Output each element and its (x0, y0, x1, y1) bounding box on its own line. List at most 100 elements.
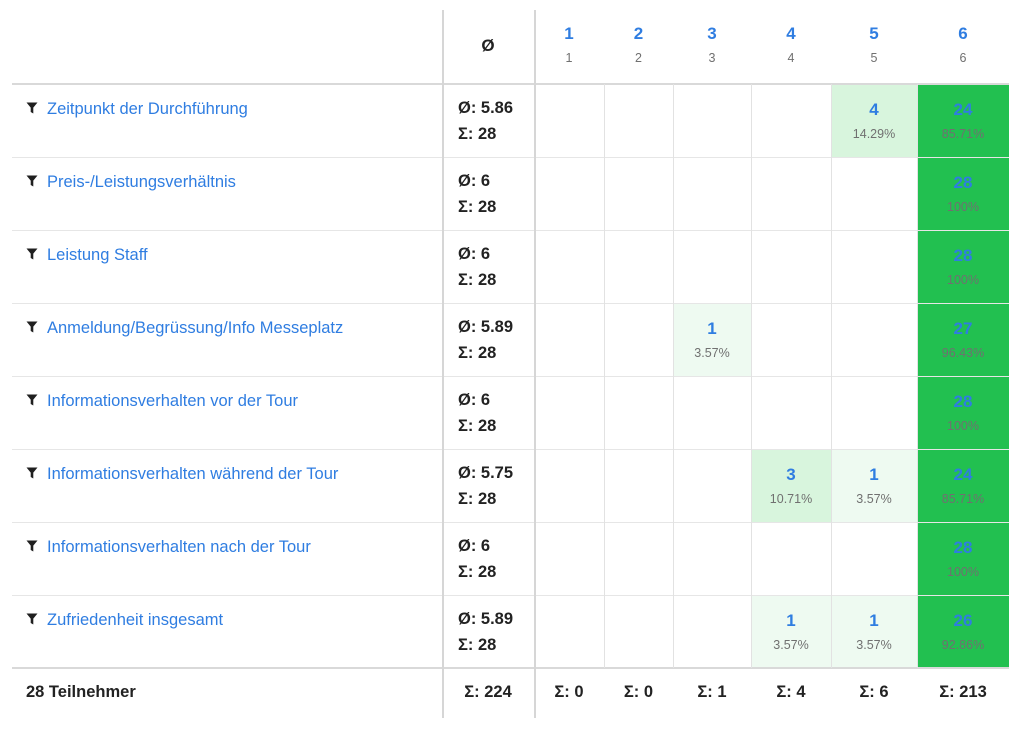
row-divider (12, 303, 1009, 304)
cell-count[interactable]: 1 (786, 610, 796, 630)
rating-cell[interactable]: 28 100% (917, 157, 1009, 230)
filter-icon[interactable] (26, 321, 38, 333)
row-average: Ø: 5.86 (458, 99, 514, 117)
rating-cell[interactable]: 1 3.57% (673, 303, 751, 376)
rating-cell[interactable]: 28 100% (917, 230, 1009, 303)
row-stats: Ø: 5.89 Σ: 28 (458, 314, 513, 366)
cell-count[interactable]: 1 (869, 610, 879, 630)
question-row-label[interactable]: Preis-/Leistungsverhältnis (26, 172, 236, 192)
question-row-label[interactable]: Anmeldung/Begrüssung/Info Messeplatz (26, 318, 343, 338)
row-divider (12, 522, 1009, 523)
row-sum: Σ: 28 (458, 417, 497, 435)
row-sum: Σ: 28 (458, 125, 497, 143)
question-row-label[interactable]: Informationsverhalten vor der Tour (26, 391, 298, 411)
column-header-label[interactable]: 6 (958, 24, 968, 43)
cell-count[interactable]: 28 (953, 245, 973, 265)
cell-count[interactable]: 24 (953, 99, 973, 119)
question-row-label[interactable]: Zufriedenheit insgesamt (26, 610, 223, 630)
rating-cell[interactable]: 24 85.71% (917, 84, 1009, 157)
cell-count[interactable]: 28 (953, 172, 973, 192)
row-stats: Ø: 6 Σ: 28 (458, 387, 496, 439)
row-average: Ø: 6 (458, 245, 491, 263)
question-row-label[interactable]: Informationsverhalten nach der Tour (26, 537, 311, 557)
results-table: Ø 1 1 2 2 3 3 4 4 5 5 6 6 4 14.29% 24 85.71% Zeitpunkt de… (12, 10, 1009, 718)
rating-cell[interactable]: 28 100% (917, 376, 1009, 449)
question-row-label[interactable]: Zeitpunkt der Durchführung (26, 99, 248, 119)
column-header-label[interactable]: 1 (564, 24, 574, 43)
cell-count[interactable]: 28 (953, 391, 973, 411)
row-average: Ø: 6 (458, 172, 491, 190)
cell-percent: 3.57% (694, 345, 730, 360)
cell-percent: 85.71% (941, 491, 985, 506)
row-sum: Σ: 28 (458, 271, 497, 289)
row-divider (12, 157, 1009, 158)
question-link[interactable]: Informationsverhalten vor der Tour (47, 392, 298, 410)
rating-cell[interactable]: 1 3.57% (831, 449, 917, 522)
question-link[interactable]: Informationsverhalten nach der Tour (47, 538, 311, 556)
column-header-label[interactable]: 4 (786, 24, 796, 43)
rating-cell[interactable]: 26 92.86% (917, 595, 1009, 668)
row-sum: Σ: 28 (458, 636, 497, 654)
question-link[interactable]: Preis-/Leistungsverhältnis (47, 173, 236, 191)
filter-icon[interactable] (26, 394, 38, 406)
cell-percent: 96.43% (941, 345, 985, 360)
cell-count[interactable]: 4 (869, 99, 879, 119)
column-header-label[interactable]: 5 (869, 24, 879, 43)
row-average: Ø: 5.75 (458, 464, 514, 482)
filter-icon[interactable] (26, 613, 38, 625)
filter-icon[interactable] (26, 467, 38, 479)
question-link[interactable]: Leistung Staff (47, 246, 148, 264)
cell-percent: 92.86% (941, 637, 985, 652)
filter-icon[interactable] (26, 540, 38, 552)
row-stats: Ø: 5.75 Σ: 28 (458, 460, 513, 512)
rating-cell[interactable]: 3 10.71% (751, 449, 831, 522)
rating-cell[interactable]: 28 100% (917, 522, 1009, 595)
cell-count[interactable]: 1 (869, 464, 879, 484)
question-link[interactable]: Anmeldung/Begrüssung/Info Messeplatz (47, 319, 344, 337)
column-header-sub: 2 (635, 51, 642, 65)
filter-icon[interactable] (26, 175, 38, 187)
column-header-label[interactable]: 3 (707, 24, 717, 43)
question-row-label[interactable]: Leistung Staff (26, 245, 148, 265)
rating-cell[interactable]: 1 3.57% (751, 595, 831, 668)
filter-icon[interactable] (26, 248, 38, 260)
rating-cell[interactable]: 27 96.43% (917, 303, 1009, 376)
rating-cell[interactable]: 24 85.71% (917, 449, 1009, 522)
column-sum-6: Σ: 213 (939, 683, 987, 701)
column-sum-4: Σ: 4 (776, 683, 806, 701)
question-link[interactable]: Zufriedenheit insgesamt (47, 611, 224, 629)
row-divider (12, 376, 1009, 377)
row-stats: Ø: 5.89 Σ: 28 (458, 606, 513, 658)
label-column-divider (442, 10, 444, 718)
rating-cell[interactable]: 4 14.29% (831, 84, 917, 157)
cell-count[interactable]: 27 (953, 318, 973, 338)
question-row-label[interactable]: Informationsverhalten während der Tour (26, 464, 338, 484)
question-link[interactable]: Zeitpunkt der Durchführung (47, 100, 248, 118)
cell-count[interactable]: 1 (707, 318, 717, 338)
cell-count[interactable]: 24 (953, 464, 973, 484)
rating-column-divider (917, 84, 918, 668)
row-stats: Ø: 6 Σ: 28 (458, 168, 496, 220)
rating-cell[interactable]: 1 3.57% (831, 595, 917, 668)
rating-column-divider (604, 84, 605, 668)
total-sum: Σ: 224 (464, 683, 512, 701)
header-divider (12, 83, 1009, 85)
row-stats: Ø: 6 Σ: 28 (458, 241, 496, 293)
column-header-label[interactable]: 2 (633, 24, 644, 43)
column-header-sub: 3 (708, 51, 716, 65)
filter-icon[interactable] (26, 102, 38, 114)
cell-count[interactable]: 26 (953, 610, 973, 630)
row-average: Ø: 6 (458, 537, 491, 555)
cell-count[interactable]: 28 (953, 537, 973, 557)
question-link[interactable]: Informationsverhalten während der Tour (47, 465, 339, 483)
participants-count: 28 Teilnehmer (26, 683, 136, 701)
cell-count[interactable]: 3 (786, 464, 796, 484)
column-sum-1: Σ: 0 (554, 683, 584, 701)
average-column-divider (534, 10, 536, 718)
